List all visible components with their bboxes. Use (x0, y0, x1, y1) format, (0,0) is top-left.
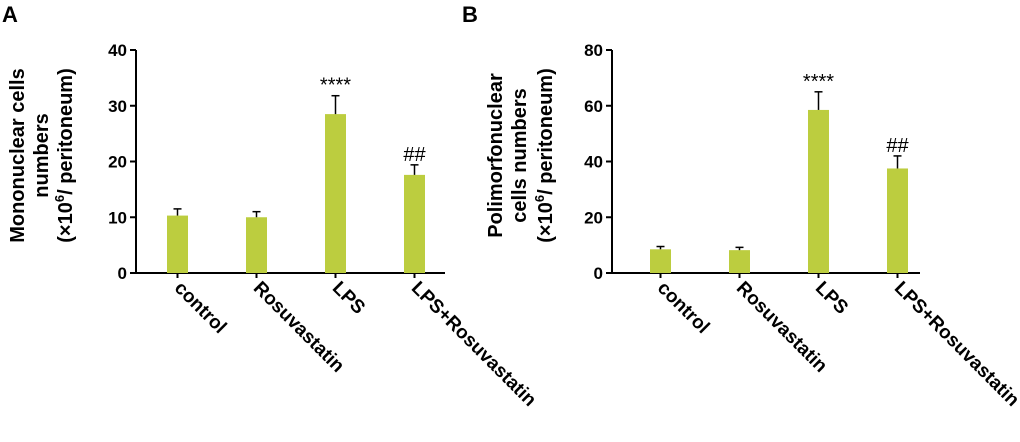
x-category-label: control (170, 278, 230, 338)
panel-letter: A (2, 2, 18, 27)
y-axis-label-per: / peritoneum) (535, 68, 557, 195)
y-axis-label-line3: (×106/ peritoneum) (52, 68, 77, 243)
bar (808, 109, 829, 274)
bar (404, 174, 425, 273)
y-tick-label: 60 (584, 97, 603, 116)
y-axis-label-unit: (×10 (535, 202, 557, 243)
y-axis-label-line2: numbers (31, 113, 53, 197)
chart-panel-b: B Polimorfonuclear cells numbers (×106/ per… (462, 2, 1020, 411)
significance-annotation: **** (803, 71, 834, 93)
y-tick-label: 0 (118, 264, 127, 283)
x-category-label: LPS (811, 278, 852, 319)
bar (650, 249, 671, 273)
x-category-label: LPS+Rosuvastatin (407, 278, 540, 411)
y-axis-label-superscript: 6 (532, 195, 547, 202)
bar (729, 250, 750, 273)
y-tick-label: 10 (108, 208, 127, 227)
significance-annotation: ## (886, 135, 909, 157)
chart-panel-a: A Mononuclear cells numbers(×106/ peritone… (2, 2, 540, 411)
y-axis-label-unit: (×10 (55, 202, 77, 243)
bar (246, 217, 267, 273)
x-category-label: control (653, 278, 713, 338)
y-tick-label: 80 (584, 41, 603, 60)
y-axis-label-line3: (×106/ peritoneum) (532, 68, 557, 243)
bar (167, 215, 188, 273)
y-tick-label: 20 (584, 208, 603, 227)
y-tick-label: 30 (108, 97, 127, 116)
y-tick-label: 40 (584, 153, 603, 172)
y-axis-label-superscript: 6 (52, 195, 67, 202)
bar (887, 168, 908, 273)
y-axis-label-per: / peritoneum) (55, 68, 77, 195)
y-axis-label-line1: Mononuclear cells (7, 68, 29, 243)
panel-letter: B (462, 2, 478, 27)
y-axis-label-line1: Polimorfonuclear (485, 73, 507, 238)
y-tick-label: 0 (594, 264, 603, 283)
y-tick-label: 40 (108, 41, 127, 60)
significance-annotation: ## (403, 144, 426, 166)
y-axis-label-line2: cells numbers (509, 88, 531, 223)
bar (325, 114, 346, 273)
significance-annotation: **** (320, 75, 351, 97)
y-tick-label: 20 (108, 153, 127, 172)
x-category-label: LPS (328, 278, 369, 319)
x-category-label: LPS+Rosuvastatin (890, 278, 1020, 411)
